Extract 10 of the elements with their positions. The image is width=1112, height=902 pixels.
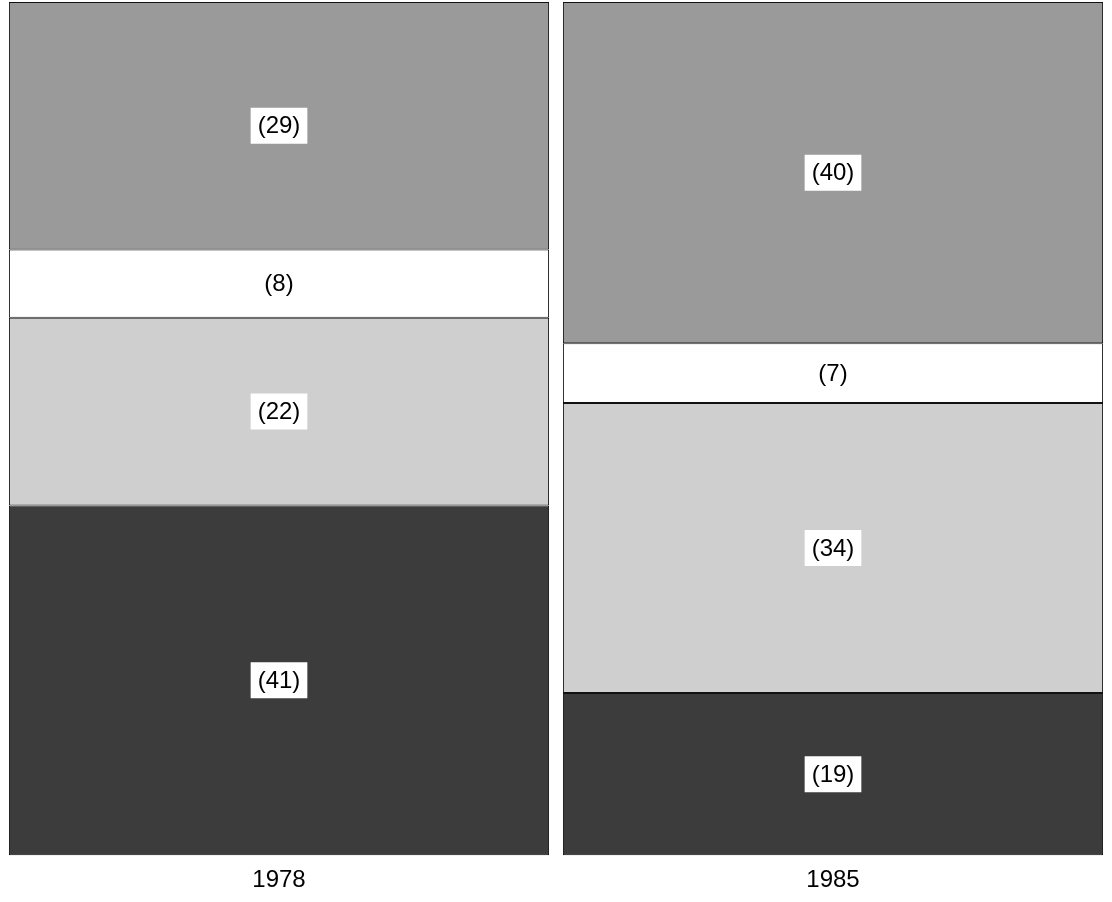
x-tick-label: 1985 [806,865,860,893]
data-label: (34) [811,533,855,561]
data-label: (40) [811,158,855,186]
data-label: (8) [264,269,294,297]
x-tick-label: 1978 [252,865,306,893]
data-label: (7) [818,358,848,386]
data-label: (29) [257,111,301,139]
data-label: (22) [257,397,301,425]
data-label: (41) [257,665,301,693]
data-label: (19) [811,759,855,787]
